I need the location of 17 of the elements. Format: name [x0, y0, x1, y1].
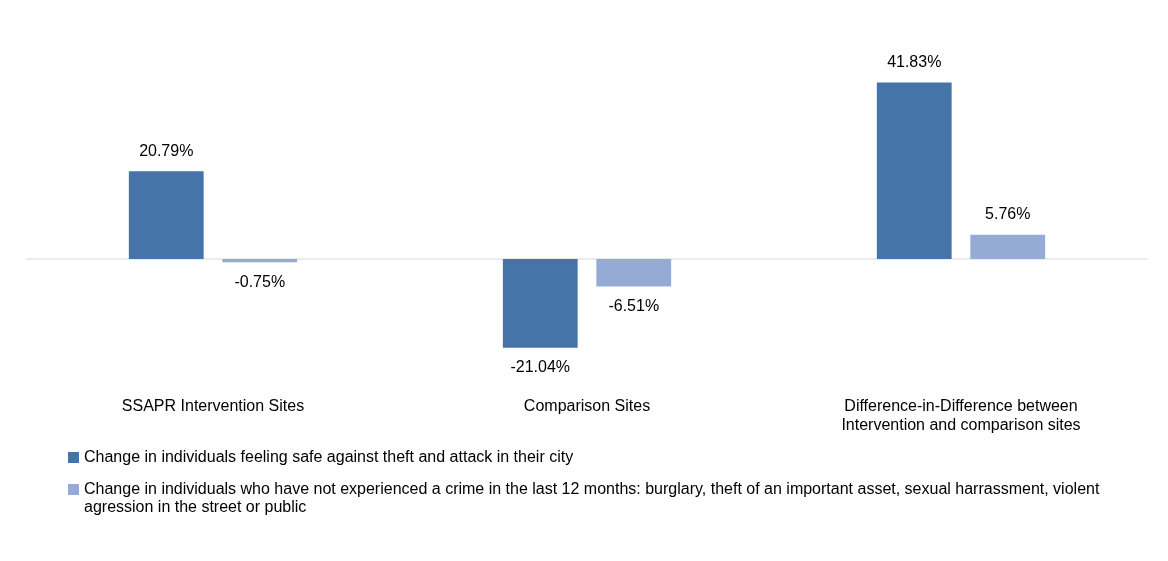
- bar: [596, 259, 672, 287]
- x-tick-label: Difference-in-Difference between Intervention and comparison sites: [841, 396, 1081, 433]
- bar: [502, 259, 578, 348]
- x-tick-label: Comparison Sites: [523, 396, 651, 414]
- bar: [970, 234, 1046, 259]
- data-label: -6.51%: [608, 296, 660, 314]
- bar: [876, 82, 952, 259]
- legend-label: Change in individuals who have not experienced a crime in the last 12 months: burglary, theft of an important asset, sexual harrassment, violent agression in the street or public: [84, 480, 1101, 516]
- data-label: 20.79%: [139, 141, 194, 159]
- data-label: -0.75%: [234, 272, 286, 290]
- data-label: 41.83%: [887, 52, 942, 70]
- data-label: -21.04%: [510, 358, 571, 376]
- legend-label: Change in individuals feeling safe against theft and attack in their city: [84, 448, 574, 466]
- bar: [128, 171, 204, 259]
- data-label: 5.76%: [985, 205, 1031, 223]
- bar: [222, 259, 298, 263]
- x-tick-label: SSAPR Intervention Sites: [121, 396, 305, 414]
